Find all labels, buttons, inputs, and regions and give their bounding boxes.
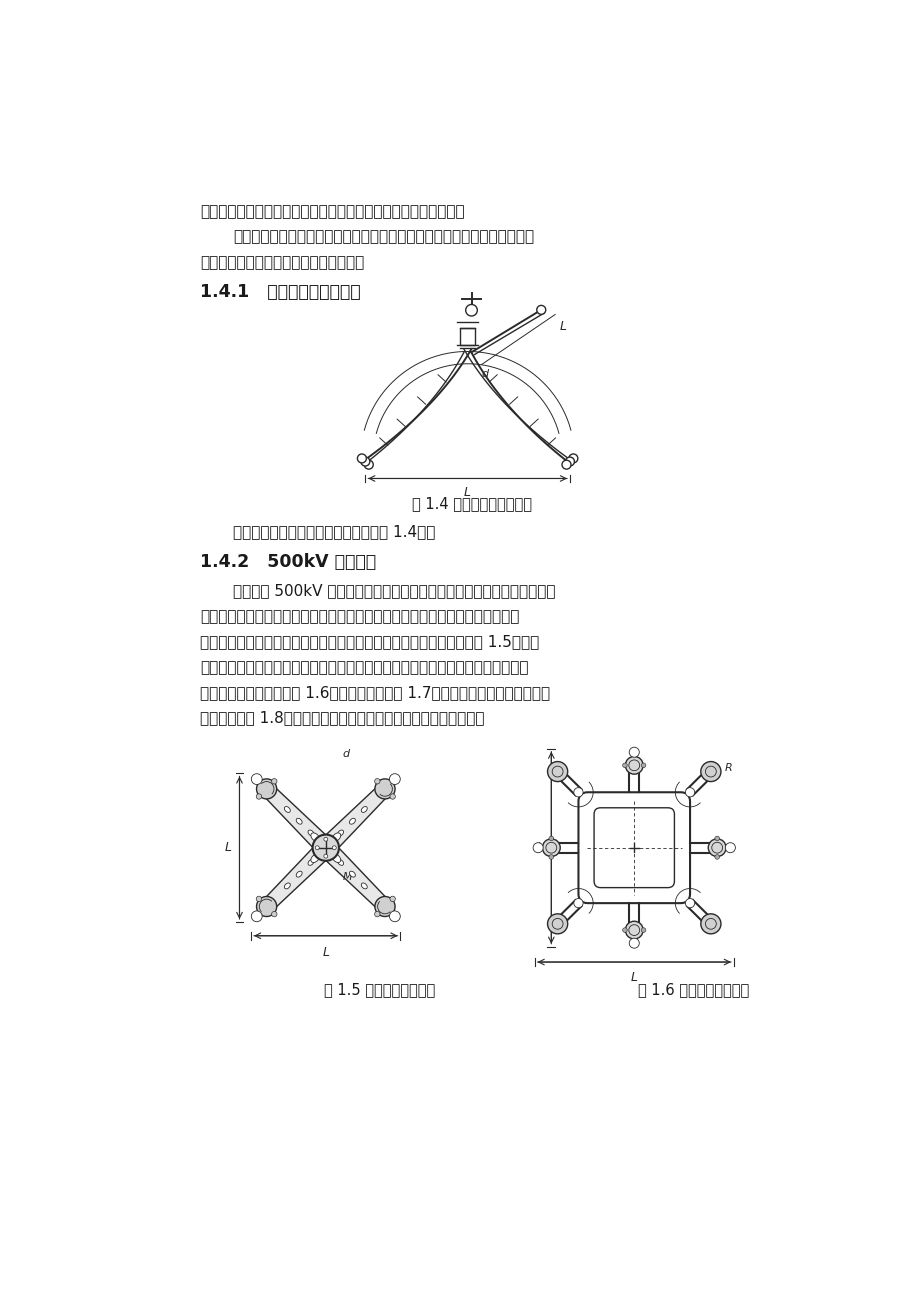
Circle shape: [714, 854, 719, 859]
Text: 持间隔棒主体的刚性。后又借鉴了国外经验，开发了十字型间隔棒（图 1.5）。为: 持间隔棒主体的刚性。后又借鉴了国外经验，开发了十字型间隔棒（图 1.5）。为: [200, 634, 539, 650]
Circle shape: [700, 914, 720, 934]
Circle shape: [724, 842, 734, 853]
Ellipse shape: [296, 871, 301, 878]
Text: 了提高间隔棒的防腐性能，降低重量，其主体也由热镀锌钢制件改为铝合金材料。: 了提高间隔棒的防腐性能，降低重量，其主体也由热镀锌钢制件改为铝合金材料。: [200, 660, 528, 674]
Circle shape: [641, 763, 645, 768]
Circle shape: [685, 788, 694, 797]
Circle shape: [622, 763, 627, 768]
Ellipse shape: [311, 833, 319, 841]
Circle shape: [390, 896, 395, 901]
Text: 图 1.6 方框型阻尼间隔棒: 图 1.6 方框型阻尼间隔棒: [638, 982, 749, 996]
Circle shape: [549, 836, 553, 841]
Circle shape: [573, 788, 583, 797]
Text: L: L: [630, 971, 637, 984]
Text: M: M: [343, 872, 352, 881]
Circle shape: [568, 454, 577, 464]
Ellipse shape: [349, 871, 355, 878]
Circle shape: [629, 939, 639, 948]
Circle shape: [364, 460, 373, 469]
Text: 1.4.1   阻尼型三分裂间隔棒: 1.4.1 阻尼型三分裂间隔棒: [200, 284, 360, 301]
Ellipse shape: [349, 818, 355, 824]
Circle shape: [700, 762, 720, 781]
Circle shape: [542, 838, 560, 857]
Ellipse shape: [332, 833, 340, 841]
Ellipse shape: [296, 818, 301, 824]
Circle shape: [714, 836, 719, 841]
Circle shape: [622, 928, 627, 932]
Ellipse shape: [284, 806, 290, 812]
Text: L: L: [559, 320, 566, 333]
Circle shape: [625, 756, 642, 775]
Circle shape: [536, 306, 545, 314]
Circle shape: [625, 922, 642, 939]
Circle shape: [256, 794, 261, 799]
Circle shape: [271, 911, 277, 917]
Circle shape: [375, 897, 394, 917]
Text: 现在又出现了方框型（图 1.6）、双框板型（图 1.7）和以预绞丝固定导线的预绞: 现在又出现了方框型（图 1.6）、双框板型（图 1.7）和以预绞丝固定导线的预绞: [200, 685, 550, 700]
Circle shape: [256, 897, 277, 917]
Circle shape: [312, 835, 338, 861]
Circle shape: [547, 762, 567, 781]
Ellipse shape: [361, 883, 367, 889]
Text: ø: ø: [316, 846, 323, 857]
Circle shape: [374, 779, 380, 784]
Ellipse shape: [308, 859, 313, 866]
Text: 间隔棒产品。因此，下文将做补充说明。: 间隔棒产品。因此，下文将做补充说明。: [200, 255, 364, 270]
Text: 随着我国 500kV 超高压输电线路的发展，各种用于超高压输电线路的间隔: 随着我国 500kV 超高压输电线路的发展，各种用于超高压输电线路的间隔: [233, 583, 555, 599]
Circle shape: [323, 854, 327, 858]
Text: L: L: [463, 486, 471, 499]
Circle shape: [271, 779, 277, 784]
Polygon shape: [319, 784, 390, 854]
Circle shape: [256, 896, 261, 901]
Circle shape: [547, 914, 567, 934]
Circle shape: [374, 911, 380, 917]
Text: 1.4.2   500kV 用间隔棒: 1.4.2 500kV 用间隔棒: [200, 553, 376, 570]
Text: L: L: [224, 841, 231, 854]
Text: 式间隔棒（图 1.8），它们的机械及电气性能比之前的要优越的多。: 式间隔棒（图 1.8），它们的机械及电气性能比之前的要优越的多。: [200, 711, 484, 725]
Circle shape: [375, 779, 394, 799]
Text: 图 1.4 阻尼型三分裂间隔棒: 图 1.4 阻尼型三分裂间隔棒: [411, 496, 531, 512]
Circle shape: [315, 846, 319, 850]
Circle shape: [251, 773, 262, 785]
Circle shape: [532, 842, 542, 853]
Text: d: d: [343, 749, 349, 759]
Circle shape: [360, 457, 369, 466]
Polygon shape: [319, 841, 390, 911]
Circle shape: [389, 911, 400, 922]
Polygon shape: [261, 784, 332, 854]
Circle shape: [389, 773, 400, 785]
Text: 新型间隔棒也层出不穷。例如：防舞间隔棒、释放型阻尼间隔棒。: 新型间隔棒也层出不穷。例如：防舞间隔棒、释放型阻尼间隔棒。: [200, 204, 464, 219]
Circle shape: [256, 779, 277, 799]
Ellipse shape: [337, 859, 343, 866]
Circle shape: [390, 794, 395, 799]
Bar: [460, 328, 475, 345]
Circle shape: [565, 457, 573, 466]
Circle shape: [629, 747, 639, 758]
Circle shape: [641, 928, 645, 932]
Text: 图 1.5 十字型阻尼间隔棒: 图 1.5 十字型阻尼间隔棒: [323, 982, 435, 996]
Text: R: R: [724, 763, 732, 772]
Ellipse shape: [332, 854, 340, 862]
Text: 棒也日益完善。早期研制的四分裂间隔棒框架为圆环型，但是这种结构不利于保: 棒也日益完善。早期研制的四分裂间隔棒框架为圆环型，但是这种结构不利于保: [200, 609, 519, 624]
Circle shape: [357, 454, 366, 464]
Ellipse shape: [308, 831, 313, 836]
Circle shape: [708, 838, 725, 857]
Ellipse shape: [361, 806, 367, 812]
Text: L: L: [322, 945, 329, 958]
Circle shape: [562, 460, 571, 469]
Circle shape: [323, 837, 327, 841]
Text: 这种间隔棒在国内线路上极少使用（图 1.4）。: 这种间隔棒在国内线路上极少使用（图 1.4）。: [233, 525, 435, 539]
Circle shape: [332, 846, 336, 850]
Ellipse shape: [284, 883, 290, 889]
Circle shape: [685, 898, 694, 907]
Circle shape: [251, 911, 262, 922]
Circle shape: [549, 854, 553, 859]
Text: L: L: [537, 841, 543, 854]
Text: d: d: [481, 368, 488, 379]
Polygon shape: [261, 841, 332, 911]
Circle shape: [573, 898, 583, 907]
Ellipse shape: [337, 831, 343, 836]
Text: 由于以上的各种原因，单单从线夹型式的不同并不能很好的阐述如此众多的: 由于以上的各种原因，单单从线夹型式的不同并不能很好的阐述如此众多的: [233, 229, 533, 245]
Ellipse shape: [311, 854, 319, 862]
